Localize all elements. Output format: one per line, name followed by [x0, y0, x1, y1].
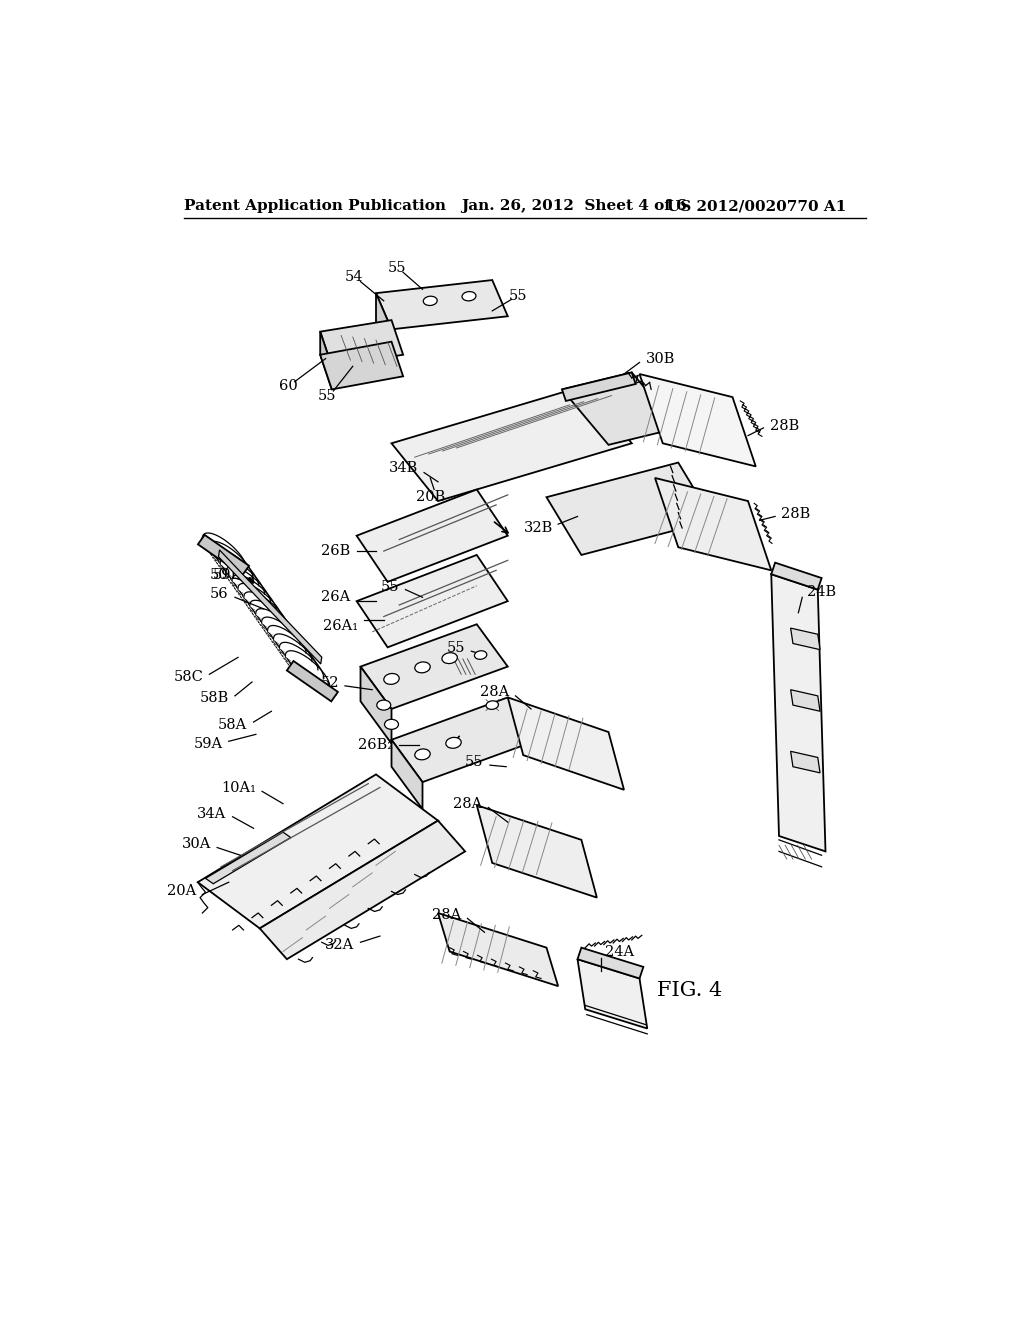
Text: 55: 55 [388, 261, 407, 275]
Text: 28A: 28A [432, 908, 461, 921]
Polygon shape [220, 558, 264, 594]
Polygon shape [578, 948, 643, 978]
Text: 32B: 32B [523, 521, 553, 535]
Text: 55: 55 [381, 579, 399, 594]
Ellipse shape [486, 701, 499, 709]
Polygon shape [376, 293, 391, 359]
Text: 52: 52 [321, 676, 339, 690]
Text: 56: 56 [210, 587, 228, 601]
Text: 34A: 34A [198, 807, 226, 821]
Polygon shape [376, 280, 508, 330]
Polygon shape [360, 624, 508, 709]
Text: 24B: 24B [807, 585, 836, 599]
Polygon shape [214, 550, 259, 586]
Text: Patent Application Publication: Patent Application Publication [183, 199, 445, 213]
Text: 30B: 30B [646, 351, 675, 366]
Text: 59B: 59B [213, 568, 242, 582]
Polygon shape [203, 533, 247, 569]
Ellipse shape [445, 738, 461, 748]
Text: 60: 60 [280, 379, 298, 393]
Polygon shape [791, 751, 820, 774]
Text: 20A: 20A [167, 884, 197, 899]
Polygon shape [280, 643, 324, 678]
Polygon shape [391, 697, 539, 781]
Polygon shape [356, 490, 508, 582]
Polygon shape [640, 374, 756, 466]
Text: 26B₂: 26B₂ [358, 738, 393, 752]
Polygon shape [262, 616, 306, 653]
Polygon shape [791, 628, 820, 649]
Polygon shape [238, 583, 283, 619]
Text: 50: 50 [210, 568, 228, 582]
Text: Jan. 26, 2012  Sheet 4 of 6: Jan. 26, 2012 Sheet 4 of 6 [461, 199, 687, 213]
Polygon shape [791, 689, 820, 711]
Polygon shape [391, 739, 423, 809]
Polygon shape [508, 697, 624, 789]
Text: 55: 55 [446, 642, 465, 655]
Polygon shape [562, 372, 636, 401]
Polygon shape [226, 566, 270, 602]
Polygon shape [321, 321, 403, 367]
Text: 28A: 28A [480, 685, 509, 700]
Text: 34B: 34B [388, 461, 418, 475]
Text: 58B: 58B [200, 692, 228, 705]
Ellipse shape [415, 748, 430, 760]
Text: 55: 55 [509, 289, 527, 304]
Polygon shape [547, 462, 713, 554]
Text: 10A₁: 10A₁ [221, 781, 256, 795]
Polygon shape [321, 331, 332, 389]
Text: US 2012/0020770 A1: US 2012/0020770 A1 [667, 199, 846, 213]
Polygon shape [578, 960, 647, 1028]
Polygon shape [655, 478, 771, 570]
Ellipse shape [462, 292, 476, 301]
Text: 28B: 28B [770, 418, 799, 433]
Text: 30A: 30A [181, 837, 211, 851]
Polygon shape [218, 550, 322, 664]
Text: 55: 55 [465, 755, 483, 770]
Polygon shape [771, 562, 821, 590]
Ellipse shape [415, 661, 430, 673]
Polygon shape [250, 601, 294, 636]
Ellipse shape [423, 296, 437, 305]
Polygon shape [232, 576, 276, 611]
Text: FIG. 4: FIG. 4 [657, 981, 723, 999]
Polygon shape [287, 661, 338, 701]
Text: 55: 55 [317, 388, 337, 403]
Ellipse shape [474, 651, 486, 659]
Text: 24A: 24A [604, 945, 634, 958]
Ellipse shape [377, 700, 391, 710]
Text: 26A: 26A [322, 590, 350, 605]
Polygon shape [260, 821, 465, 960]
Text: 26B: 26B [322, 544, 350, 558]
Text: 58C: 58C [173, 669, 203, 684]
Text: 20B: 20B [416, 490, 444, 504]
Polygon shape [360, 667, 391, 743]
Polygon shape [198, 775, 438, 928]
Polygon shape [208, 541, 253, 577]
Text: 32A: 32A [325, 939, 354, 952]
Text: 28B: 28B [781, 507, 811, 521]
Text: 59A: 59A [194, 737, 222, 751]
Text: 54: 54 [345, 271, 364, 284]
Polygon shape [267, 626, 312, 661]
Ellipse shape [385, 719, 398, 730]
Text: 26A₁: 26A₁ [323, 619, 358, 632]
Polygon shape [198, 535, 249, 576]
Polygon shape [244, 591, 289, 628]
Polygon shape [391, 385, 632, 502]
Polygon shape [206, 832, 291, 884]
Polygon shape [562, 372, 678, 445]
Polygon shape [771, 574, 825, 851]
Polygon shape [477, 805, 597, 898]
Ellipse shape [384, 673, 399, 684]
Text: 58A: 58A [218, 718, 248, 733]
Polygon shape [356, 554, 508, 647]
Polygon shape [256, 609, 300, 644]
Polygon shape [286, 651, 330, 686]
Polygon shape [438, 913, 558, 986]
Polygon shape [273, 634, 317, 669]
Text: 28A: 28A [453, 797, 482, 810]
Ellipse shape [442, 652, 458, 664]
Polygon shape [321, 342, 403, 389]
